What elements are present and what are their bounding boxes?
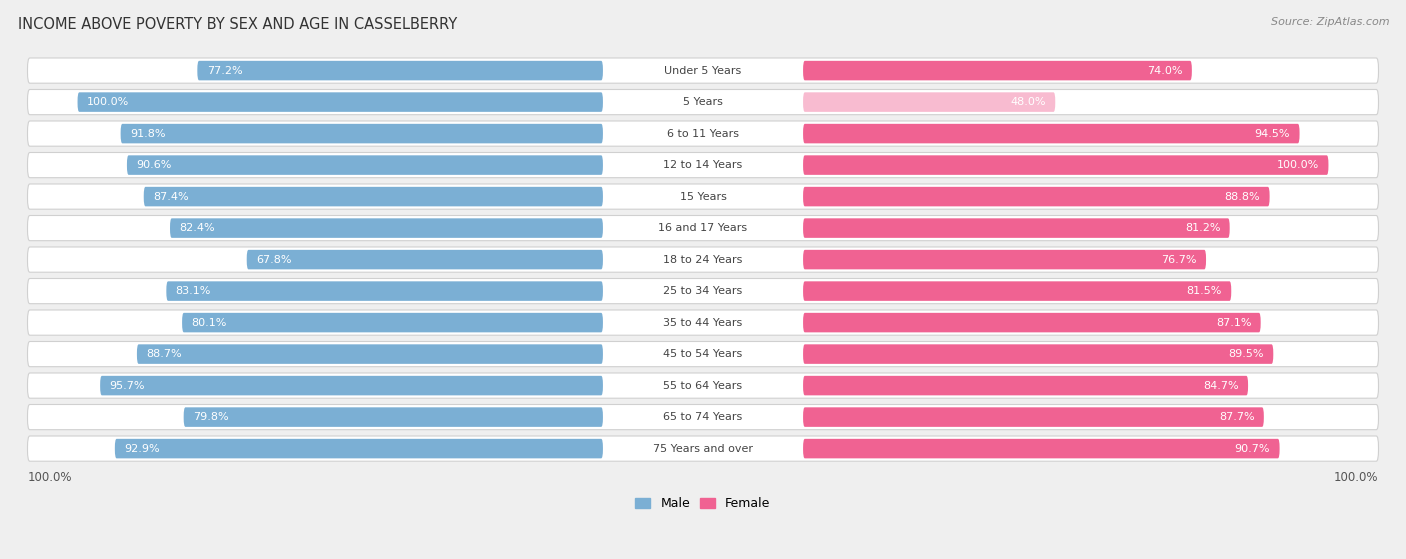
FancyBboxPatch shape xyxy=(143,187,603,206)
FancyBboxPatch shape xyxy=(136,344,603,364)
FancyBboxPatch shape xyxy=(803,376,1249,395)
Text: 100.0%: 100.0% xyxy=(28,471,72,484)
FancyBboxPatch shape xyxy=(28,89,1378,115)
Text: 76.7%: 76.7% xyxy=(1161,254,1197,264)
Text: 25 to 34 Years: 25 to 34 Years xyxy=(664,286,742,296)
Text: 94.5%: 94.5% xyxy=(1254,129,1291,139)
Text: 45 to 54 Years: 45 to 54 Years xyxy=(664,349,742,359)
Text: 90.6%: 90.6% xyxy=(136,160,172,170)
FancyBboxPatch shape xyxy=(28,58,1378,83)
FancyBboxPatch shape xyxy=(803,281,1232,301)
Text: 82.4%: 82.4% xyxy=(180,223,215,233)
Text: 74.0%: 74.0% xyxy=(1147,65,1182,75)
Text: 65 to 74 Years: 65 to 74 Years xyxy=(664,412,742,422)
Text: 87.7%: 87.7% xyxy=(1219,412,1254,422)
FancyBboxPatch shape xyxy=(28,373,1378,398)
Text: 18 to 24 Years: 18 to 24 Years xyxy=(664,254,742,264)
Text: 83.1%: 83.1% xyxy=(176,286,211,296)
FancyBboxPatch shape xyxy=(803,344,1274,364)
Text: 84.7%: 84.7% xyxy=(1204,381,1239,391)
Text: 100.0%: 100.0% xyxy=(87,97,129,107)
FancyBboxPatch shape xyxy=(803,61,1192,80)
FancyBboxPatch shape xyxy=(803,313,1261,333)
Text: 88.7%: 88.7% xyxy=(146,349,181,359)
Text: 87.1%: 87.1% xyxy=(1216,318,1251,328)
FancyBboxPatch shape xyxy=(115,439,603,458)
Text: 79.8%: 79.8% xyxy=(193,412,229,422)
Text: 95.7%: 95.7% xyxy=(110,381,145,391)
Text: Source: ZipAtlas.com: Source: ZipAtlas.com xyxy=(1271,17,1389,27)
FancyBboxPatch shape xyxy=(77,92,603,112)
FancyBboxPatch shape xyxy=(170,219,603,238)
Text: 92.9%: 92.9% xyxy=(124,444,160,453)
Text: 5 Years: 5 Years xyxy=(683,97,723,107)
Text: 87.4%: 87.4% xyxy=(153,192,188,202)
FancyBboxPatch shape xyxy=(28,342,1378,367)
Text: 75 Years and over: 75 Years and over xyxy=(652,444,754,453)
FancyBboxPatch shape xyxy=(803,155,1329,175)
FancyBboxPatch shape xyxy=(28,310,1378,335)
FancyBboxPatch shape xyxy=(28,121,1378,146)
Text: Under 5 Years: Under 5 Years xyxy=(665,65,741,75)
FancyBboxPatch shape xyxy=(803,219,1230,238)
FancyBboxPatch shape xyxy=(246,250,603,269)
FancyBboxPatch shape xyxy=(166,281,603,301)
Text: 80.1%: 80.1% xyxy=(191,318,226,328)
FancyBboxPatch shape xyxy=(184,408,603,427)
Text: 100.0%: 100.0% xyxy=(1277,160,1319,170)
Text: 16 and 17 Years: 16 and 17 Years xyxy=(658,223,748,233)
FancyBboxPatch shape xyxy=(28,184,1378,209)
FancyBboxPatch shape xyxy=(121,124,603,143)
FancyBboxPatch shape xyxy=(100,376,603,395)
Text: 100.0%: 100.0% xyxy=(1334,471,1378,484)
Text: 91.8%: 91.8% xyxy=(129,129,166,139)
FancyBboxPatch shape xyxy=(803,250,1206,269)
Text: 81.2%: 81.2% xyxy=(1185,223,1220,233)
Text: 89.5%: 89.5% xyxy=(1229,349,1264,359)
FancyBboxPatch shape xyxy=(127,155,603,175)
Text: 12 to 14 Years: 12 to 14 Years xyxy=(664,160,742,170)
FancyBboxPatch shape xyxy=(28,278,1378,304)
FancyBboxPatch shape xyxy=(28,153,1378,178)
FancyBboxPatch shape xyxy=(28,405,1378,430)
FancyBboxPatch shape xyxy=(803,92,1056,112)
FancyBboxPatch shape xyxy=(803,439,1279,458)
Text: 77.2%: 77.2% xyxy=(207,65,242,75)
FancyBboxPatch shape xyxy=(28,247,1378,272)
FancyBboxPatch shape xyxy=(803,187,1270,206)
Text: 81.5%: 81.5% xyxy=(1187,286,1222,296)
Text: 6 to 11 Years: 6 to 11 Years xyxy=(666,129,740,139)
FancyBboxPatch shape xyxy=(197,61,603,80)
FancyBboxPatch shape xyxy=(803,124,1299,143)
Text: 88.8%: 88.8% xyxy=(1225,192,1260,202)
FancyBboxPatch shape xyxy=(28,215,1378,241)
FancyBboxPatch shape xyxy=(28,436,1378,461)
Text: 55 to 64 Years: 55 to 64 Years xyxy=(664,381,742,391)
Text: 15 Years: 15 Years xyxy=(679,192,727,202)
Text: 90.7%: 90.7% xyxy=(1234,444,1270,453)
Text: INCOME ABOVE POVERTY BY SEX AND AGE IN CASSELBERRY: INCOME ABOVE POVERTY BY SEX AND AGE IN C… xyxy=(18,17,457,32)
Text: 35 to 44 Years: 35 to 44 Years xyxy=(664,318,742,328)
FancyBboxPatch shape xyxy=(183,313,603,333)
FancyBboxPatch shape xyxy=(803,408,1264,427)
Text: 48.0%: 48.0% xyxy=(1011,97,1046,107)
Legend: Male, Female: Male, Female xyxy=(630,492,776,515)
Text: 67.8%: 67.8% xyxy=(256,254,291,264)
